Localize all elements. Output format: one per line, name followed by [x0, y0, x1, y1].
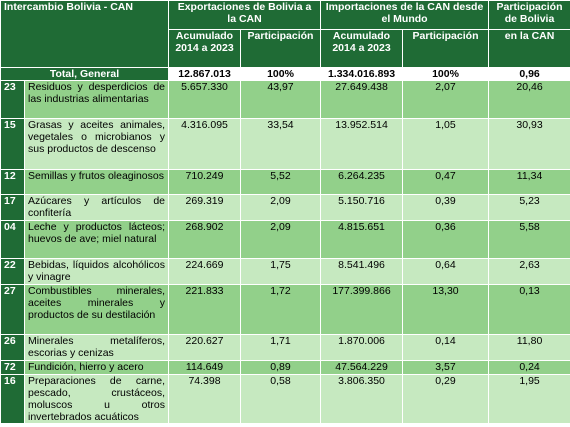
row-exp-part: 1,72 — [240, 284, 322, 335]
row-imp-acum: 13.952.514 — [320, 118, 404, 170]
row-exp-part: 1,75 — [240, 258, 322, 285]
row-imp-part: 0,14 — [402, 334, 490, 361]
row-code: 72 — [0, 360, 25, 375]
table-row: 04 Leche y productos lácteos; huevos de … — [0, 220, 570, 259]
total-share: 0,96 — [488, 67, 570, 81]
row-imp-part: 0,39 — [402, 194, 490, 221]
row-exp-acum: 269.319 — [168, 194, 242, 221]
row-exp-acum: 220.627 — [168, 334, 242, 361]
row-code: 23 — [0, 80, 25, 119]
row-imp-acum: 1.870.006 — [320, 334, 404, 361]
row-description: Fundición, hierro y acero — [23, 360, 170, 375]
row-code: 04 — [0, 220, 25, 259]
row-share: 0,24 — [488, 360, 570, 375]
col-share-header: en la CAN — [488, 29, 570, 68]
col-exp-part-header: Participación — [240, 29, 322, 68]
row-imp-acum: 6.264.235 — [320, 169, 404, 195]
row-description: Preparaciones de carne, pescado, crustác… — [23, 374, 170, 424]
row-exp-part: 43,97 — [240, 80, 322, 119]
row-exp-part: 5,52 — [240, 169, 322, 195]
total-exp-part: 100% — [240, 67, 322, 81]
row-exp-part: 0,58 — [240, 374, 322, 424]
row-code: 15 — [0, 118, 25, 170]
total-label: Total, General — [0, 67, 170, 81]
row-description: Azúcares y artículos de confitería — [23, 194, 170, 221]
row-exp-acum: 221.833 — [168, 284, 242, 335]
row-imp-part: 0,47 — [402, 169, 490, 195]
table-row: 17 Azúcares y artículos de confitería 26… — [0, 194, 570, 221]
row-exp-part: 0,89 — [240, 360, 322, 375]
row-description: Grasas y aceites animales, vegetales o m… — [23, 118, 170, 170]
table-row: 15 Grasas y aceites animales, vegetales … — [0, 118, 570, 170]
row-share: 2,63 — [488, 258, 570, 285]
table-row: 26 Minerales metalíferos, escorias y cen… — [0, 334, 570, 361]
row-share: 0,13 — [488, 284, 570, 335]
row-share: 30,93 — [488, 118, 570, 170]
row-exp-acum: 114.649 — [168, 360, 242, 375]
row-description: Leche y productos lácteos; huevos de ave… — [23, 220, 170, 259]
row-share: 11,80 — [488, 334, 570, 361]
row-exp-part: 1,71 — [240, 334, 322, 361]
row-exp-acum: 268.902 — [168, 220, 242, 259]
row-imp-part: 13,30 — [402, 284, 490, 335]
table-row: 23 Residuos y desperdicios de las indust… — [0, 80, 570, 119]
col-exp-acum-header: Acumulado 2014 a 2023 — [168, 29, 242, 68]
row-imp-part: 2,07 — [402, 80, 490, 119]
row-imp-acum: 177.399.866 — [320, 284, 404, 335]
row-imp-part: 0,36 — [402, 220, 490, 259]
row-code: 22 — [0, 258, 25, 285]
table-row: 72 Fundición, hierro y acero 114.649 0,8… — [0, 360, 570, 375]
row-exp-part: 33,54 — [240, 118, 322, 170]
row-description: Bebidas, líquidos alcohólicos y vinagre — [23, 258, 170, 285]
row-imp-acum: 27.649.438 — [320, 80, 404, 119]
row-exp-acum: 74.398 — [168, 374, 242, 424]
row-imp-acum: 3.806.350 — [320, 374, 404, 424]
row-description: Minerales metalíferos, escorias y ceniza… — [23, 334, 170, 361]
table-title: Intercambio Bolivia - CAN — [0, 0, 170, 68]
total-row: Total, General 12.867.013 100% 1.334.016… — [0, 67, 570, 81]
table-row: 16 Preparaciones de carne, pescado, crus… — [0, 374, 570, 424]
row-code: 17 — [0, 194, 25, 221]
total-exp-acum: 12.867.013 — [168, 67, 242, 81]
row-exp-part: 2,09 — [240, 220, 322, 259]
row-share: 1,95 — [488, 374, 570, 424]
row-description: Residuos y desperdicios de las industria… — [23, 80, 170, 119]
row-exp-acum: 710.249 — [168, 169, 242, 195]
row-code: 26 — [0, 334, 25, 361]
imports-group-header: Importaciones de la CAN desde el Mundo — [320, 0, 490, 30]
row-description: Semillas y frutos oleaginosos — [23, 169, 170, 195]
exports-group-header: Exportaciones de Bolivia a la CAN — [168, 0, 322, 30]
table-row: 12 Semillas y frutos oleaginosos 710.249… — [0, 169, 570, 195]
row-imp-part: 0,29 — [402, 374, 490, 424]
share-group-header: Participación de Bolivia — [488, 0, 570, 30]
row-code: 27 — [0, 284, 25, 335]
row-exp-part: 2,09 — [240, 194, 322, 221]
row-share: 5,58 — [488, 220, 570, 259]
row-share: 5,23 — [488, 194, 570, 221]
row-imp-acum: 47.564.229 — [320, 360, 404, 375]
row-imp-part: 1,05 — [402, 118, 490, 170]
row-imp-acum: 5.150.716 — [320, 194, 404, 221]
row-description: Combustibles minerales, aceites minerale… — [23, 284, 170, 335]
table-row: 22 Bebidas, líquidos alcohólicos y vinag… — [0, 258, 570, 285]
row-share: 11,34 — [488, 169, 570, 195]
row-exp-acum: 5.657.330 — [168, 80, 242, 119]
total-imp-part: 100% — [402, 67, 490, 81]
row-imp-part: 0,64 — [402, 258, 490, 285]
table-row: 27 Combustibles minerales, aceites miner… — [0, 284, 570, 335]
row-code: 12 — [0, 169, 25, 195]
row-imp-part: 3,57 — [402, 360, 490, 375]
row-share: 20,46 — [488, 80, 570, 119]
row-exp-acum: 224.669 — [168, 258, 242, 285]
row-imp-acum: 4.815.651 — [320, 220, 404, 259]
row-imp-acum: 8.541.496 — [320, 258, 404, 285]
row-code: 16 — [0, 374, 25, 424]
col-imp-part-header: Participación — [402, 29, 490, 68]
col-imp-acum-header: Acumulado 2014 a 2023 — [320, 29, 404, 68]
total-imp-acum: 1.334.016.893 — [320, 67, 404, 81]
row-exp-acum: 4.316.095 — [168, 118, 242, 170]
